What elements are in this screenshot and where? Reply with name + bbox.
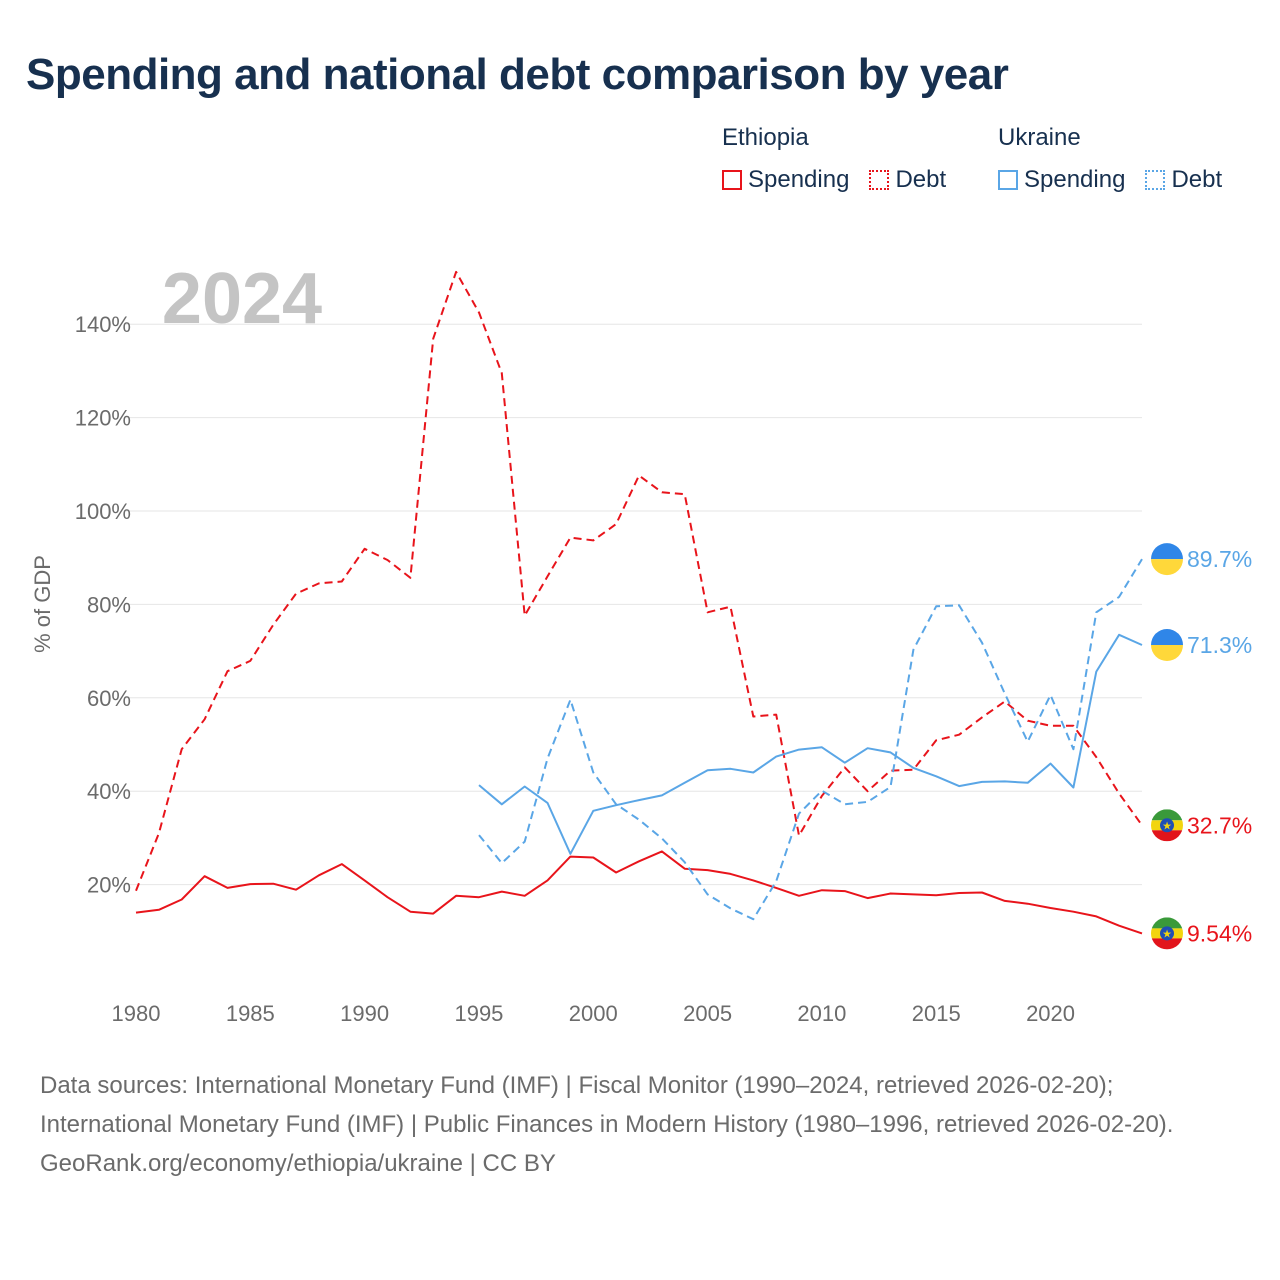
legend-swatch-solid-red: [722, 170, 742, 190]
y-tick-label: 80%: [87, 592, 131, 617]
ethiopia-flag-icon: ★: [1151, 917, 1183, 950]
ukraine-debt-end-label: 89.7%: [1187, 546, 1252, 572]
legend-ethiopia: Ethiopia Spending Debt: [722, 124, 946, 194]
flag-bottom-yellow: [1151, 559, 1183, 576]
series-end-markers: ★ 9.54% ★ 32.7% 71.3% 89.7%: [1151, 543, 1252, 950]
ethiopia-spending-line[interactable]: [135, 850, 1143, 935]
flag-emblem: [1160, 818, 1174, 833]
ethiopia-debt-line[interactable]: [135, 270, 1143, 892]
x-tick-label: 2015: [912, 1001, 961, 1026]
legend-ukraine-spending-label: Spending: [1024, 166, 1126, 193]
attribution-link[interactable]: GeoRank.org/economy/ethiopia/ukraine | C…: [40, 1150, 556, 1177]
legend-ethiopia-spending[interactable]: Spending: [722, 166, 849, 194]
ethiopia-flag-icon: ★: [1151, 809, 1183, 842]
legend-swatch-dotted-red: [869, 170, 890, 190]
legend-ukraine-spending[interactable]: Spending: [998, 166, 1125, 194]
flag-emblem: [1160, 926, 1174, 941]
flag-top-blue: [1151, 543, 1183, 560]
legend-ethiopia-spending-label: Spending: [748, 166, 850, 193]
legend-ukraine-title: Ukraine: [998, 124, 1081, 151]
legend-ethiopia-debt-label: Debt: [895, 166, 947, 193]
flag-stripe-green: [1151, 917, 1183, 929]
x-axis-ticks: 1980 1985 1990 1995 2000 2005 2010 2015 2020: [112, 1001, 1075, 1026]
flag-star: ★: [1162, 927, 1172, 940]
ukraine-spending-line[interactable]: [478, 633, 1143, 855]
grid-lines: [126, 323, 1142, 886]
x-tick-label: 2020: [1026, 1001, 1075, 1026]
legend-ukraine: Ukraine Spending Debt: [998, 124, 1222, 194]
legend-ethiopia-title: Ethiopia: [722, 124, 809, 151]
y-axis-ticks: 20% 40% 60% 80% 100% 120% 140%: [75, 312, 131, 897]
flag-stripe-red: [1151, 938, 1183, 950]
chart-title: Spending and national debt comparison by…: [26, 50, 1009, 99]
y-tick-label: 120%: [75, 406, 131, 431]
y-tick-label: 140%: [75, 312, 131, 337]
y-tick-label: 100%: [75, 499, 131, 524]
data-sources: Data sources: International Monetary Fun…: [40, 1066, 1240, 1183]
legend-ukraine-debt[interactable]: Debt: [1145, 166, 1222, 194]
legend-swatch-solid-blue: [998, 170, 1018, 190]
y-tick-label: 20%: [87, 873, 131, 898]
ethiopia-debt-end-label: 32.7%: [1187, 812, 1252, 838]
legend-ethiopia-debt[interactable]: Debt: [869, 166, 946, 194]
ukraine-flag-icon: [1151, 543, 1183, 576]
flag-bottom-yellow: [1151, 645, 1183, 661]
x-tick-label: 2000: [569, 1001, 618, 1026]
flag-top-blue: [1151, 629, 1183, 645]
series-lines: [135, 270, 1143, 935]
x-tick-label: 2005: [683, 1001, 732, 1026]
ukraine-flag-icon: [1151, 629, 1183, 661]
legend-swatch-dotted-blue: [1145, 170, 1166, 190]
y-tick-label: 40%: [87, 779, 131, 804]
flag-stripe-red: [1151, 830, 1183, 842]
x-tick-label: 1995: [454, 1001, 503, 1026]
sources-text: Data sources: International Monetary Fun…: [40, 1072, 1174, 1138]
ethiopia-spending-end-label: 9.54%: [1187, 920, 1252, 946]
y-axis-label: % of GDP: [30, 555, 55, 653]
ukraine-debt-line[interactable]: [478, 558, 1143, 921]
y-tick-label: 60%: [87, 686, 131, 711]
flag-stripe-green: [1151, 809, 1183, 821]
legend-ukraine-debt-label: Debt: [1171, 166, 1223, 193]
x-tick-label: 1985: [226, 1001, 275, 1026]
flag-star: ★: [1162, 819, 1172, 832]
year-watermark: 2024: [162, 259, 322, 339]
x-tick-label: 1980: [112, 1001, 161, 1026]
x-tick-label: 1990: [340, 1001, 389, 1026]
ukraine-spending-end-label: 71.3%: [1187, 632, 1252, 658]
x-tick-label: 2010: [797, 1001, 846, 1026]
